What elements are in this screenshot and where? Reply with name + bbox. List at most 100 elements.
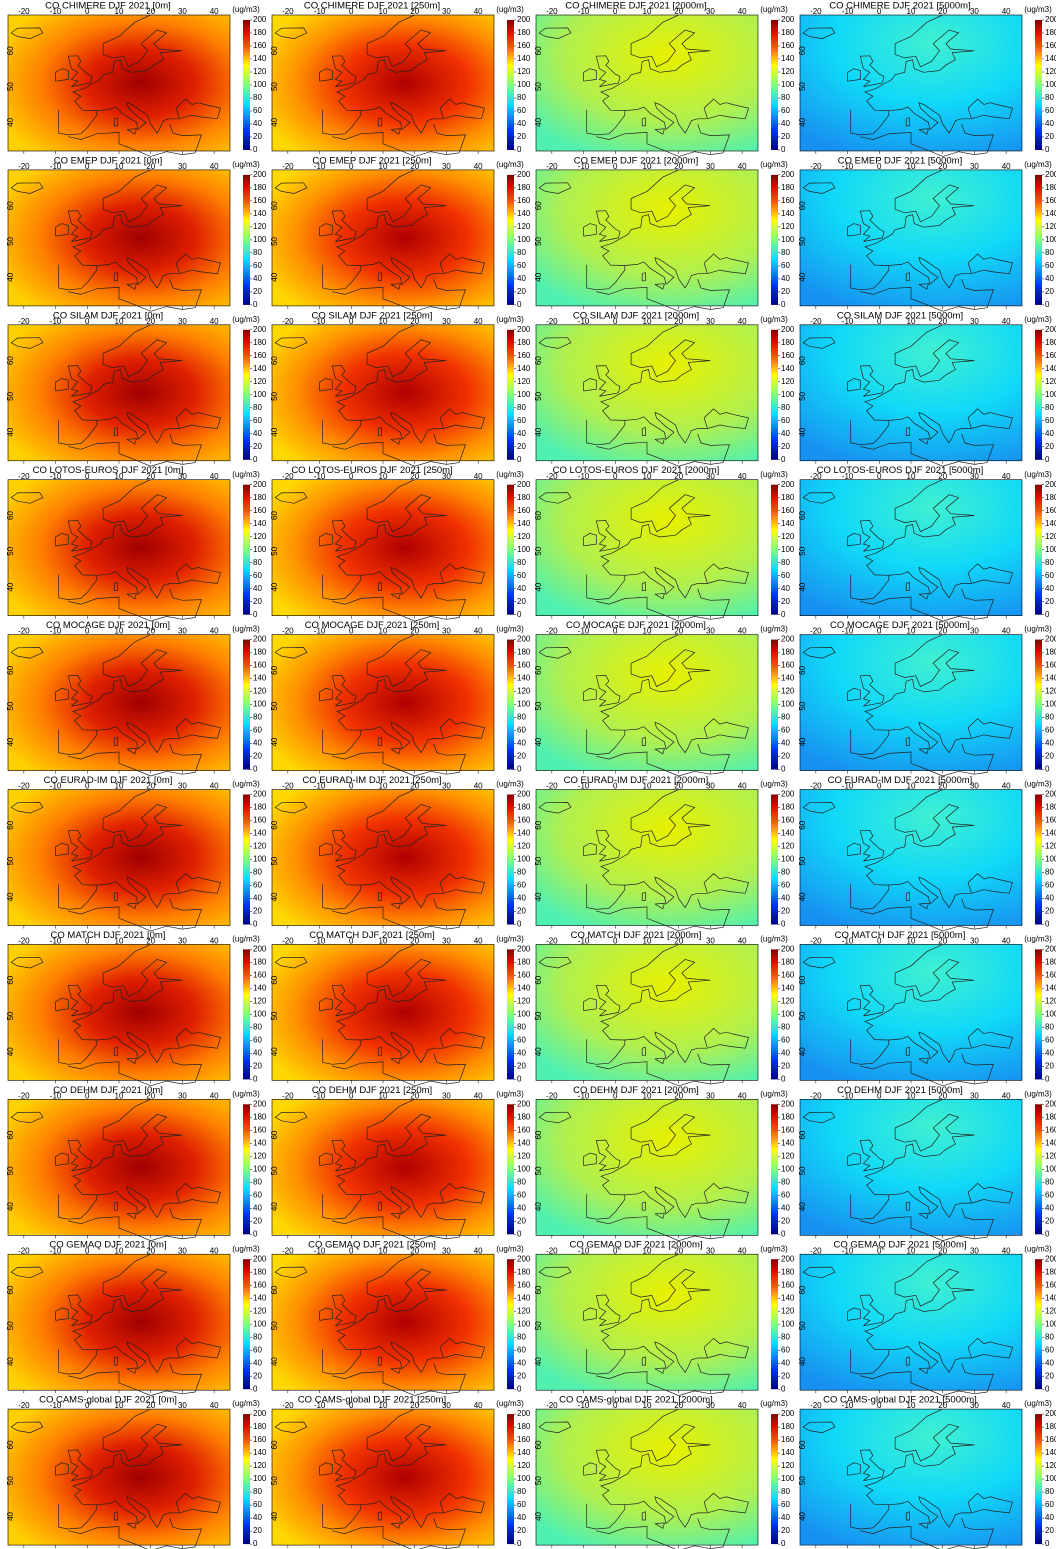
lon-tick-label: -20	[810, 1091, 822, 1100]
colorbar	[243, 1414, 250, 1544]
colorbar-tick-label: 160	[517, 506, 531, 515]
lon-tick-label: 30	[970, 1401, 979, 1410]
lat-tick-label: 50	[534, 1476, 543, 1485]
lat-tick-label: 40	[534, 1511, 543, 1520]
lon-tick-label: 20	[146, 1401, 155, 1410]
lat-tick-label: 60	[534, 820, 543, 829]
lon-tick-label: 20	[938, 1246, 947, 1255]
lat-tick-label: 40	[534, 1202, 543, 1211]
lon-tick-label: 0	[613, 1401, 618, 1410]
lon-tick-label: 30	[970, 782, 979, 791]
colorbar	[1035, 1104, 1042, 1234]
lon-tick-label: -10	[50, 937, 62, 946]
colorbar-tick-label: 80	[1045, 558, 1054, 567]
colorbar-tick-label: 80	[517, 558, 526, 567]
colorbar-tick-label: 60	[253, 881, 262, 890]
colorbar-tick-label: 140	[517, 54, 531, 63]
lon-tick-label: 40	[738, 1401, 747, 1410]
concentration-field	[272, 944, 494, 1080]
colorbar-tick-label: 60	[253, 1036, 262, 1045]
lon-tick-label: 0	[613, 472, 618, 481]
lon-tick-label: 40	[210, 317, 219, 326]
lon-tick-label: 0	[349, 782, 354, 791]
colorbar-tick-label: 140	[517, 209, 531, 218]
colorbar-tick-label: 80	[781, 558, 790, 567]
concentration-field	[272, 1409, 494, 1545]
lon-tick-label: -20	[810, 782, 822, 791]
colorbar-tick-label: 120	[517, 997, 531, 1006]
colorbar-tick-label: 60	[781, 106, 790, 115]
colorbar	[1035, 1259, 1042, 1389]
colorbar-tick-label: 0	[1045, 145, 1050, 154]
colorbar-tick-label: 120	[1045, 997, 1056, 1006]
colorbar	[771, 175, 778, 305]
colorbar-tick-label: 120	[1045, 377, 1056, 386]
colorbar-tick-label: 120	[1045, 1151, 1056, 1160]
colorbar-tick-label: 0	[1045, 1539, 1050, 1548]
map-panel: CO LOTOS-EUROS DJF 2021 [5000m]-20-10010…	[798, 465, 1056, 621]
lon-tick-label: -10	[578, 317, 590, 326]
lon-tick-label: 40	[474, 472, 483, 481]
colorbar	[1035, 20, 1042, 150]
lon-tick-label: 30	[442, 782, 451, 791]
colorbar-tick-label: 20	[781, 907, 790, 916]
colorbar-tick-label: 120	[1045, 687, 1056, 696]
lon-tick-label: -10	[842, 937, 854, 946]
colorbar-tick-label: 80	[517, 1332, 526, 1341]
concentration-field	[272, 1254, 494, 1390]
map-panel: CO SILAM DJF 2021 [0m]-20-10010203040405…	[6, 310, 267, 466]
colorbar-tick-label: 180	[517, 183, 531, 192]
concentration-field	[800, 1099, 1022, 1235]
colorbar-tick-label: 200	[253, 480, 267, 489]
colorbar-tick-label: 60	[253, 106, 262, 115]
colorbar-tick-label: 140	[1045, 674, 1056, 683]
colorbar-tick-label: 20	[1045, 132, 1054, 141]
colorbar-tick-label: 20	[253, 1062, 262, 1071]
lat-tick-label: 40	[6, 892, 15, 901]
colorbar-tick-label: 120	[1045, 222, 1056, 231]
lon-tick-label: 40	[474, 627, 483, 636]
lon-tick-label: 0	[877, 782, 882, 791]
colorbar-tick-label: 140	[781, 1448, 795, 1457]
colorbar-tick-label: 60	[1045, 571, 1054, 580]
colorbar-tick-label: 0	[1045, 765, 1050, 774]
colorbar-tick-label: 80	[517, 248, 526, 257]
colorbar-tick-label: 120	[517, 532, 531, 541]
colorbar-tick-label: 160	[253, 351, 267, 360]
colorbar-tick-label: 100	[517, 1164, 531, 1173]
lat-tick-label: 50	[270, 856, 279, 865]
lon-tick-label: 0	[613, 782, 618, 791]
colorbar-label: (ug/m3)	[760, 1399, 788, 1408]
map-panel: CO EMEP DJF 2021 [0m]-20-100102030404050…	[6, 155, 267, 311]
lat-tick-label: 60	[270, 356, 279, 365]
colorbar-tick-label: 0	[1045, 1229, 1050, 1238]
colorbar-tick-label: 160	[253, 816, 267, 825]
lon-tick-label: 0	[85, 1401, 90, 1410]
lon-tick-label: -20	[546, 7, 558, 16]
colorbar-tick-label: 0	[253, 920, 258, 929]
lon-tick-label: 10	[907, 1091, 916, 1100]
concentration-field	[800, 1254, 1022, 1390]
colorbar-tick-label: 40	[517, 429, 526, 438]
concentration-field	[536, 1099, 758, 1235]
colorbar-tick-label: 120	[1045, 67, 1056, 76]
lon-tick-label: 30	[706, 317, 715, 326]
lon-tick-label: 20	[674, 1091, 683, 1100]
colorbar-tick-label: 40	[517, 739, 526, 748]
map-panel: CO SILAM DJF 2021 [250m]-20-100102030404…	[270, 310, 531, 466]
colorbar-tick-label: 120	[781, 1306, 795, 1315]
lon-tick-label: 40	[1002, 1091, 1011, 1100]
map-panel: CO MOCAGE DJF 2021 [250m]-20-10010203040…	[270, 620, 531, 776]
colorbar-label: (ug/m3)	[496, 780, 524, 789]
colorbar-tick-label: 0	[781, 145, 786, 154]
lon-tick-label: -20	[18, 937, 30, 946]
lat-tick-label: 50	[6, 1166, 15, 1175]
lon-tick-label: 30	[706, 937, 715, 946]
colorbar	[1035, 175, 1042, 305]
colorbar	[507, 485, 514, 615]
lon-tick-label: 20	[938, 7, 947, 16]
lon-tick-label: 20	[146, 1246, 155, 1255]
lon-tick-label: 0	[877, 1246, 882, 1255]
concentration-field	[8, 325, 230, 461]
colorbar-tick-label: 60	[517, 571, 526, 580]
